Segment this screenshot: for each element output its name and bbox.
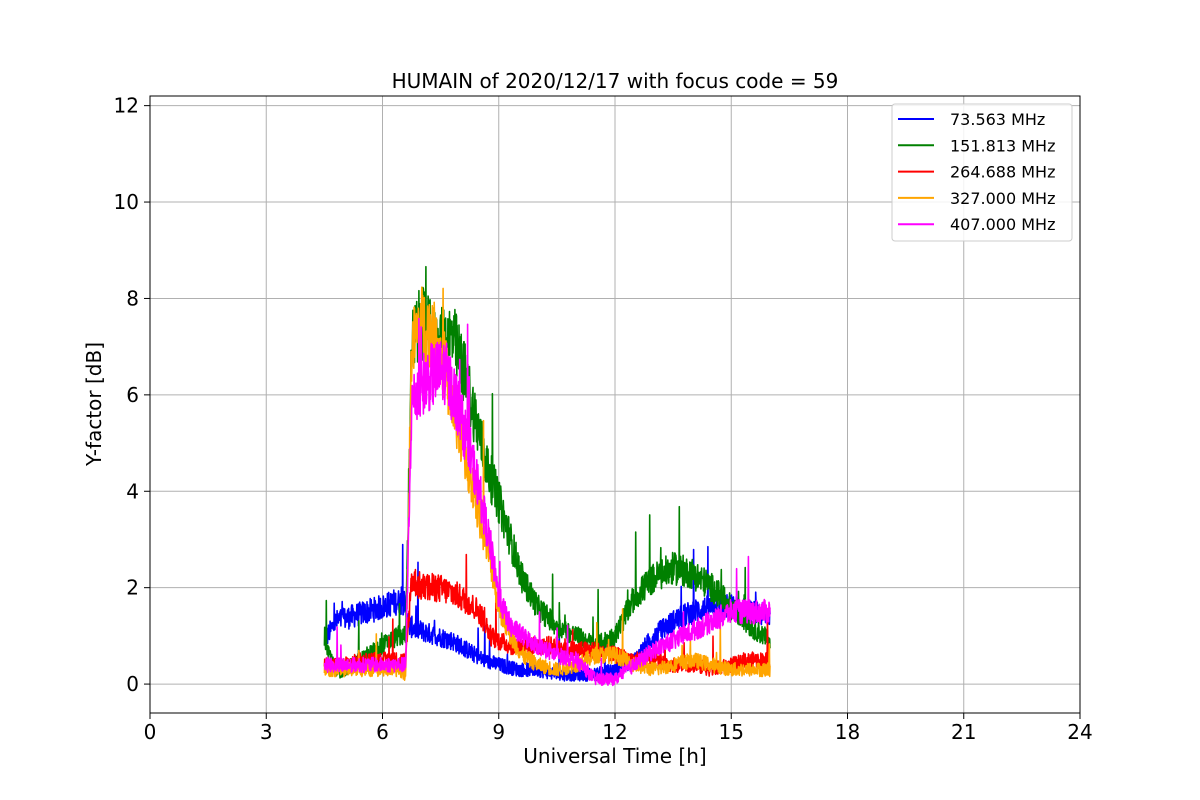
series-line: [323, 265, 771, 679]
y-tick-label: 0: [126, 672, 139, 696]
legend-label: 407.000 MHz: [950, 215, 1055, 234]
x-tick-label: 18: [835, 720, 860, 744]
x-tick-label: 12: [602, 720, 627, 744]
x-tick-label: 21: [951, 720, 976, 744]
x-tick-label: 6: [376, 720, 389, 744]
x-tick-label: 24: [1067, 720, 1092, 744]
y-tick-label: 10: [114, 190, 139, 214]
y-tick-label: 2: [126, 576, 139, 600]
legend: 73.563 MHz 151.813 MHz 264.688 MHz 327.000 …: [891, 103, 1073, 242]
y-axis-ticks: 0 2 4 6 8 10 12: [114, 94, 150, 696]
y-tick-label: 6: [126, 383, 139, 407]
series-layer: [323, 265, 771, 687]
x-axis-ticks: 0 3 6 9 12 15 18 21 24: [144, 713, 1093, 744]
y-tick-label: 4: [126, 479, 139, 503]
series-line: [323, 543, 771, 682]
legend-label: 73.563 MHz: [950, 110, 1045, 129]
x-tick-label: 3: [260, 720, 273, 744]
y-tick-label: 12: [114, 94, 139, 118]
y-axis-label: Y-factor [dB]: [82, 342, 106, 467]
legend-box: [891, 103, 1073, 242]
legend-label: 327.000 MHz: [950, 189, 1055, 208]
legend-label: 151.813 MHz: [950, 136, 1055, 155]
y-tick-label: 8: [126, 286, 139, 310]
legend-label: 264.688 MHz: [950, 163, 1055, 182]
x-tick-label: 15: [719, 720, 744, 744]
series-line: [323, 286, 771, 681]
x-tick-label: 0: [144, 720, 157, 744]
series-line: [323, 317, 771, 687]
x-tick-label: 9: [492, 720, 505, 744]
chart-title: HUMAIN of 2020/12/17 with focus code = 5…: [392, 69, 839, 93]
x-axis-label: Universal Time [h]: [523, 744, 706, 768]
